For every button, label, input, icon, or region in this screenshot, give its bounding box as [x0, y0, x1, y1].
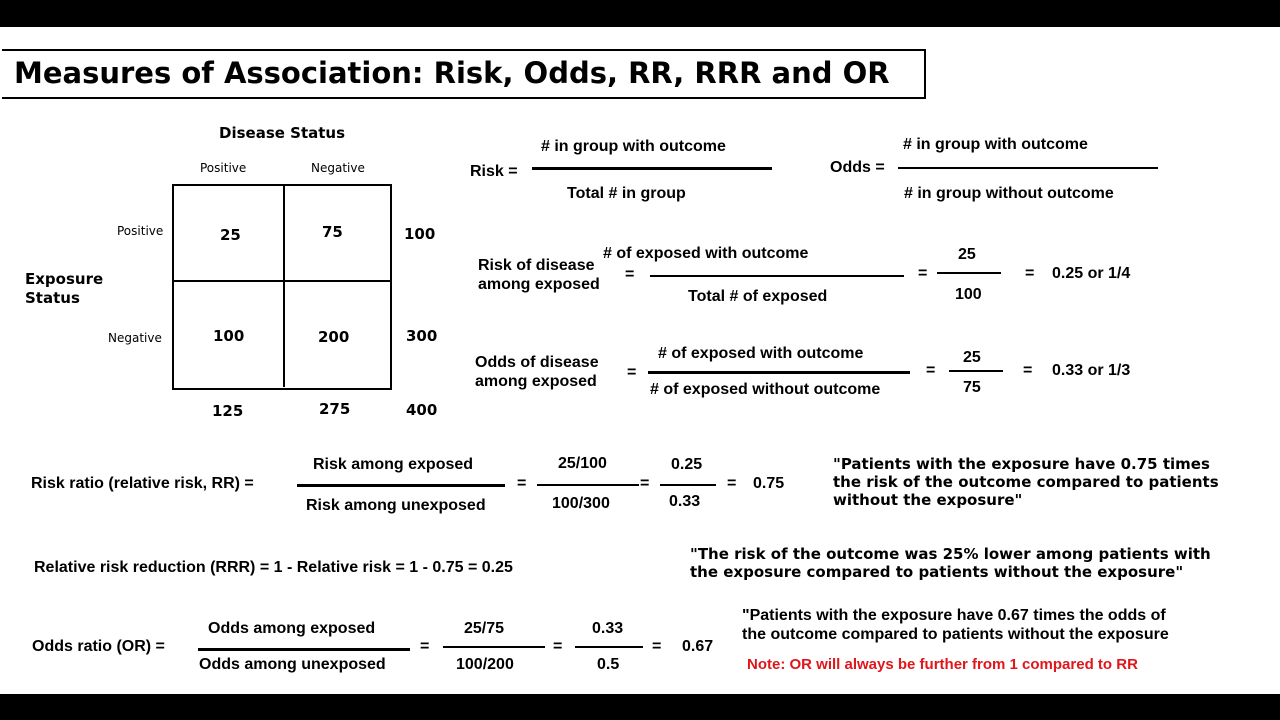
rr-fraction-bar	[297, 484, 505, 487]
cell-unexposed-healthy: 200	[318, 328, 350, 346]
equals-sign: =	[918, 265, 928, 282]
col-label-positive: Positive	[200, 161, 247, 175]
equals-sign: =	[627, 364, 637, 381]
odds-numerator: # in group with outcome	[903, 136, 1088, 153]
row-label-negative: Negative	[108, 331, 162, 345]
odds-exposed-fraction-bar	[648, 371, 910, 374]
rr-quote-line: the risk of the outcome compared to pati…	[833, 473, 1219, 491]
equals-sign: =	[553, 638, 563, 655]
equals-sign: =	[652, 638, 662, 655]
rr-numerator: Risk among exposed	[313, 456, 474, 473]
or-frac1-bar	[443, 646, 545, 648]
risk-numerator: # in group with outcome	[541, 138, 726, 155]
risk-exposed-fraction-bar	[650, 275, 904, 277]
odds-exposed-denominator: # of exposed without outcome	[650, 381, 881, 398]
odds-exposed-numerator: # of exposed with outcome	[658, 345, 864, 362]
title-box	[2, 49, 926, 99]
rr-label: Risk ratio (relative risk, RR) =	[31, 475, 254, 492]
cell-exposed-diseased: 25	[220, 226, 241, 244]
or-frac2-bar	[575, 646, 643, 648]
rr-frac1-den: 100/300	[552, 495, 610, 512]
rr-frac1-num: 25/100	[558, 455, 607, 472]
rr-result: 0.75	[753, 475, 785, 492]
rrr-interpretation: "The risk of the outcome was 25% lower a…	[690, 545, 1211, 581]
or-interpretation: "Patients with the exposure have 0.67 ti…	[742, 606, 1169, 644]
or-label: Odds ratio (OR) =	[32, 638, 165, 655]
rr-frac1-bar	[537, 484, 639, 486]
col-total-diseased: 125	[212, 402, 244, 420]
page-title: Measures of Association: Risk, Odds, RR,…	[14, 56, 890, 90]
or-quote-line: "Patients with the exposure have 0.67 ti…	[742, 607, 1166, 624]
equals-sign: =	[727, 475, 737, 492]
row-label-positive: Positive	[117, 224, 164, 238]
equals-sign: =	[1025, 265, 1035, 282]
rr-interpretation: "Patients with the exposure have 0.75 ti…	[833, 455, 1219, 509]
column-header: Disease Status	[219, 124, 346, 142]
row-header-line2: Status	[25, 289, 80, 307]
risk-exposed-value-bar	[937, 272, 1001, 274]
or-frac1-num: 25/75	[464, 620, 505, 637]
odds-exposed-den-value: 75	[963, 379, 981, 396]
risk-exposed-result: 0.25 or 1/4	[1052, 265, 1131, 282]
or-frac2-num: 0.33	[592, 620, 624, 637]
col-label-negative: Negative	[311, 161, 365, 175]
rr-frac2-bar	[660, 484, 716, 486]
odds-exposed-result: 0.33 or 1/3	[1052, 362, 1131, 379]
col-total-healthy: 275	[319, 400, 351, 418]
row-total-unexposed: 300	[406, 327, 438, 345]
odds-denominator: # in group without outcome	[904, 185, 1114, 202]
odds-exposed-value-bar	[949, 370, 1003, 372]
equals-sign: =	[420, 638, 430, 655]
equals-sign: =	[926, 362, 936, 379]
equals-sign: =	[1023, 362, 1033, 379]
or-denominator: Odds among unexposed	[199, 656, 386, 673]
bottom-letterbox	[0, 694, 1280, 720]
risk-exposed-num-value: 25	[958, 246, 976, 263]
rrr-formula: Relative risk reduction (RRR) = 1 - Rela…	[34, 559, 513, 576]
or-frac1-den: 100/200	[456, 656, 514, 673]
rr-denominator: Risk among unexposed	[306, 497, 486, 514]
odds-exposed-num-value: 25	[963, 349, 981, 366]
equals-sign: =	[517, 475, 527, 492]
odds-fraction-bar	[898, 167, 1158, 169]
or-frac2-den: 0.5	[597, 656, 620, 673]
rr-quote-line: "Patients with the exposure have 0.75 ti…	[833, 455, 1210, 473]
rr-frac2-num: 0.25	[671, 456, 703, 473]
or-numerator: Odds among exposed	[208, 620, 376, 637]
rrr-quote-line: "The risk of the outcome was 25% lower a…	[690, 545, 1211, 563]
risk-exposed-numerator: # of exposed with outcome	[603, 245, 809, 262]
cell-exposed-healthy: 75	[322, 223, 343, 241]
risk-exposed-den-value: 100	[955, 286, 982, 303]
table-col-divider	[283, 185, 285, 387]
row-total-exposed: 100	[404, 225, 436, 243]
risk-denominator: Total # in group	[567, 185, 686, 202]
rr-frac2-den: 0.33	[669, 493, 701, 510]
grand-total: 400	[406, 401, 438, 419]
odds-exposed-label-1: Odds of disease	[475, 354, 599, 371]
cell-unexposed-diseased: 100	[213, 327, 245, 345]
equals-sign: =	[625, 266, 635, 283]
or-result: 0.67	[682, 638, 714, 655]
risk-label: Risk =	[470, 163, 518, 180]
table-grid	[172, 184, 392, 390]
or-fraction-bar	[198, 648, 410, 651]
or-note: Note: OR will always be further from 1 c…	[747, 656, 1138, 673]
rrr-quote-line: the exposure compared to patients withou…	[690, 563, 1184, 581]
row-header-line1: Exposure	[25, 270, 104, 288]
odds-exposed-label-2: among exposed	[475, 373, 597, 390]
equals-sign: =	[640, 475, 650, 492]
table-row-divider	[173, 280, 390, 282]
risk-fraction-bar	[532, 167, 772, 170]
risk-exposed-denominator: Total # of exposed	[688, 288, 828, 305]
top-letterbox	[0, 0, 1280, 27]
risk-exposed-label-1: Risk of disease	[478, 257, 595, 274]
risk-exposed-label-2: among exposed	[478, 276, 600, 293]
or-quote-line: the outcome compared to patients without…	[742, 626, 1169, 643]
rr-quote-line: without the exposure"	[833, 491, 1023, 509]
odds-label: Odds =	[830, 159, 885, 176]
